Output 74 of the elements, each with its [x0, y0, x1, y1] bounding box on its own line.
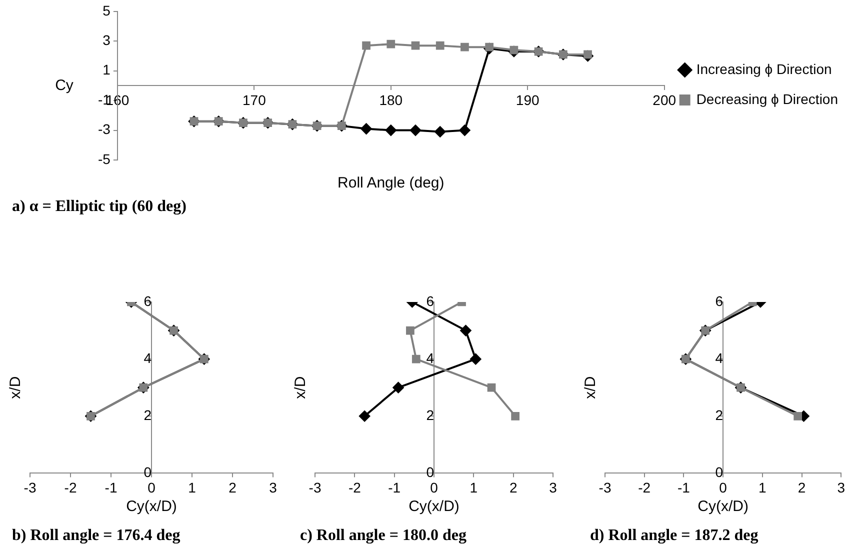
x-tick-label: 3: [837, 479, 846, 496]
x-axis-title: Cy(x/D): [126, 498, 177, 515]
y-tick-label: -5: [98, 150, 111, 167]
point: [411, 41, 420, 50]
x-tick-label: 1: [758, 479, 767, 496]
legend-label: Increasing ϕ Direction: [696, 60, 832, 77]
y-tick-label: 4: [144, 350, 152, 366]
text: d) Roll angle = 187.2 deg: [590, 527, 758, 545]
y-tick-label: 1: [102, 62, 111, 78]
point: [511, 412, 520, 420]
text: a) α = Elliptic tip (60 deg): [12, 198, 186, 216]
y-tick-label: 0: [144, 464, 152, 480]
point: [487, 383, 496, 392]
x-tick-label: 1: [470, 479, 478, 496]
y-tick-label: 4: [426, 350, 434, 366]
point: [584, 50, 592, 59]
y-tick-label: 5: [102, 2, 111, 18]
x-axis-title: Cy(x/D): [698, 498, 748, 515]
point: [460, 325, 472, 336]
x-tick-label: 200: [652, 92, 676, 108]
x-tick-label: -3: [308, 479, 322, 496]
point: [360, 123, 372, 134]
x-tick-label: -3: [598, 479, 612, 496]
y-tick-label: 6: [144, 292, 152, 309]
point: [470, 354, 482, 365]
y-tick-label: 3: [102, 32, 111, 48]
x-tick-label: 2: [798, 479, 806, 496]
y-tick-label: 2: [426, 406, 434, 423]
x-tick-label: 190: [516, 92, 540, 108]
y-tick-label: -3: [98, 121, 111, 138]
x-tick-label: 2: [509, 479, 518, 496]
y-axis-title: Cy: [55, 76, 74, 94]
x-axis-title: Roll Angle (deg): [338, 174, 444, 192]
x-tick-label: -1: [677, 479, 690, 496]
text: b) Roll angle = 176.4 deg: [12, 527, 180, 545]
point: [485, 42, 494, 52]
point: [385, 124, 396, 136]
y-axis-title: x/D: [7, 376, 24, 399]
y-tick-label: 2: [715, 406, 724, 423]
y-tick-label: 4: [715, 350, 724, 366]
y-tick-label: 6: [715, 292, 724, 309]
legend-label: Decreasing ϕ Direction: [696, 90, 838, 107]
x-tick-label: 2: [228, 479, 237, 496]
x-tick-label: 170: [242, 92, 266, 108]
x-tick-label: -2: [638, 479, 651, 496]
point: [794, 412, 802, 420]
x-tick-label: -3: [24, 479, 36, 496]
y-tick-label: 6: [426, 292, 434, 309]
point: [459, 124, 470, 136]
y-axis-title: x/D: [582, 376, 600, 399]
point: [434, 126, 446, 138]
point: [436, 41, 444, 50]
x-tick-label: 3: [269, 479, 278, 496]
x-tick-label: -2: [348, 479, 362, 496]
x-tick-label: -1: [388, 479, 401, 496]
point: [406, 326, 414, 335]
point: [392, 382, 404, 394]
point: [412, 354, 420, 364]
point: [510, 46, 518, 54]
x-tick-label: 3: [549, 479, 558, 496]
point: [359, 410, 370, 422]
point: [386, 40, 396, 48]
text: c) Roll angle = 180.0 deg: [300, 527, 466, 545]
x-axis-title: Cy(x/D): [408, 498, 460, 515]
x-tick-label: -2: [64, 479, 77, 496]
y-tick-label: 0: [715, 464, 724, 480]
x-tick-label: 1: [188, 479, 196, 496]
point: [362, 41, 370, 50]
point: [460, 42, 469, 52]
y-axis-title: x/D: [292, 376, 310, 399]
y-tick-label: 2: [144, 406, 152, 423]
x-tick-label: 180: [379, 92, 403, 108]
y-tick-label: 0: [426, 464, 434, 480]
point: [410, 124, 421, 136]
